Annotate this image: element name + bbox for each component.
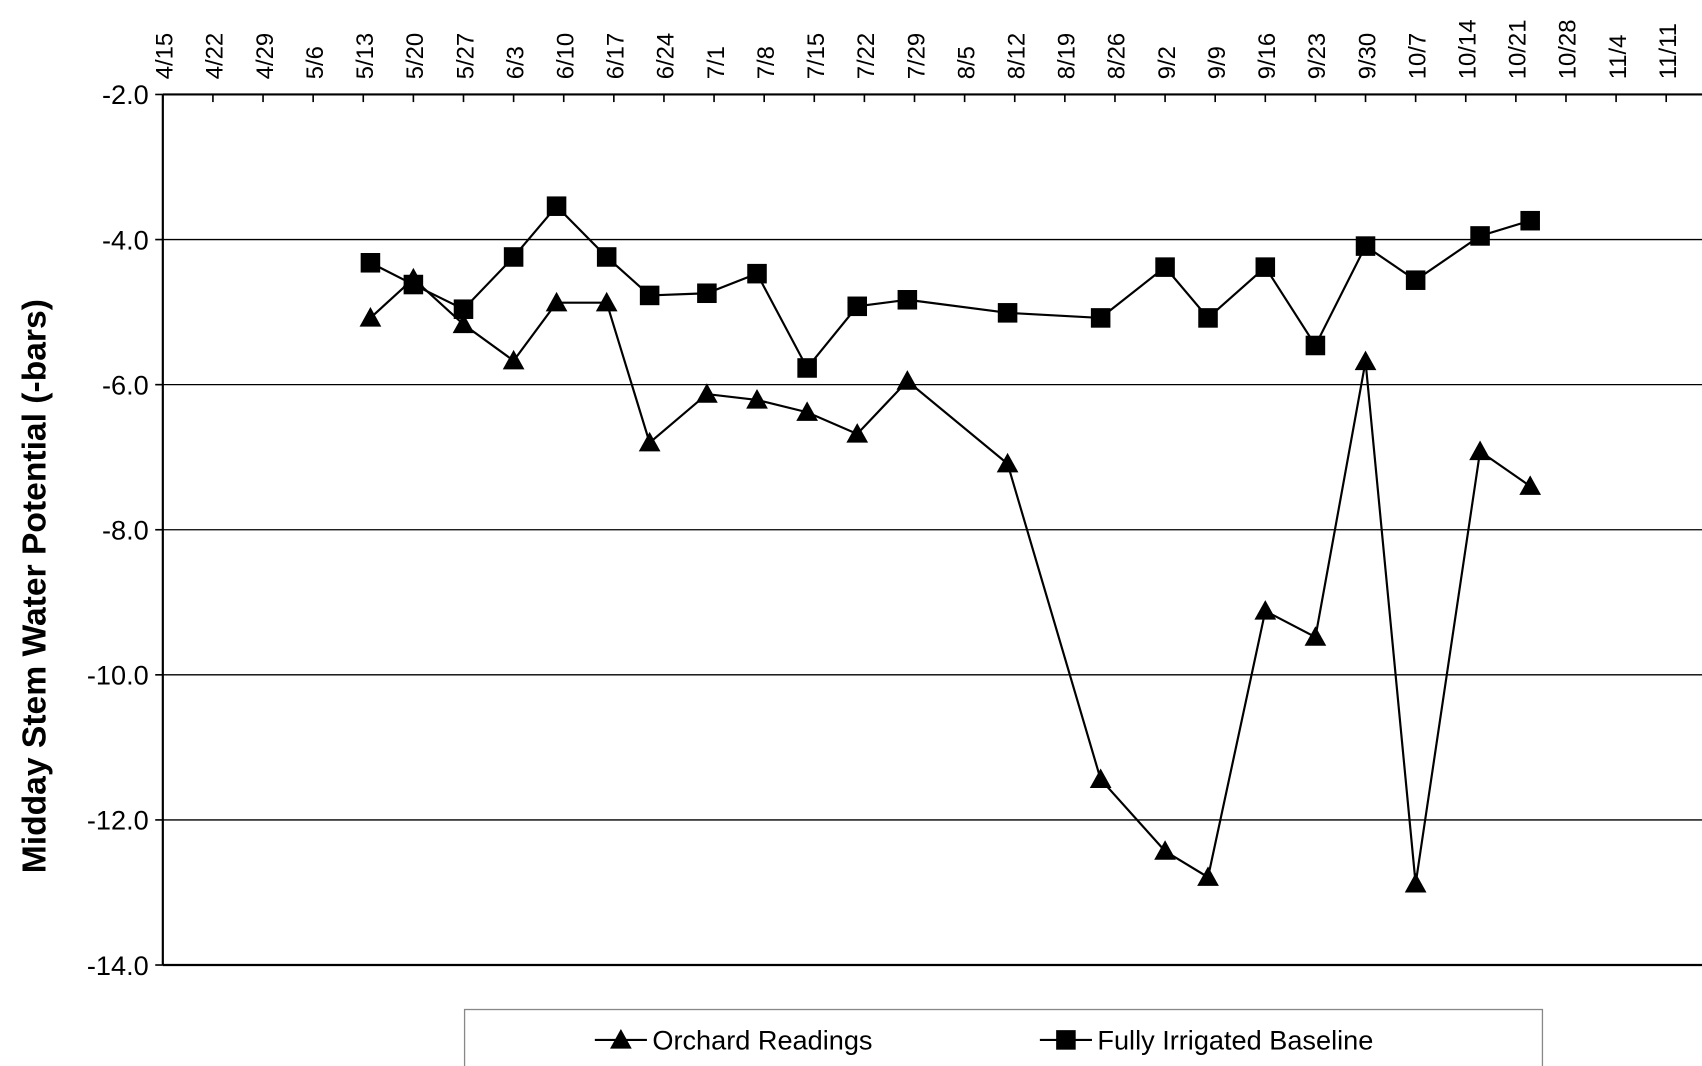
x-tick-label: 6/10 [552,33,579,79]
x-tick-label: 10/7 [1404,33,1431,79]
x-tick-label: 9/2 [1154,46,1181,79]
legend-label: Fully Irrigated Baseline [1097,1025,1373,1056]
y-tick-label: -14.0 [87,950,149,981]
x-tick-label: 5/13 [352,33,379,79]
data-point [1354,350,1377,371]
data-point [403,274,424,295]
data-point [1154,840,1176,860]
x-tick-label: 11/11 [1655,23,1682,79]
data-point [1089,768,1112,788]
data-point [1470,226,1490,246]
data-point [453,299,474,319]
series-line [369,204,1531,370]
x-tick-label: 8/19 [1054,33,1081,79]
data-point [996,452,1019,473]
x-tick-label: 10/28 [1555,20,1582,80]
data-point [360,253,381,273]
data-point [502,349,525,370]
x-tick-label: 9/30 [1354,33,1381,79]
x-tick-label: 5/27 [452,33,479,79]
series-line [369,277,1531,884]
data-point [1198,308,1218,328]
y-tick-label: -6.0 [102,369,149,400]
x-tick-label: 8/5 [953,46,980,79]
data-point [1155,257,1175,277]
data-point [1255,257,1276,277]
x-tick-label: 6/3 [502,46,529,79]
y-tick-label: -12.0 [87,805,149,836]
data-point [1254,600,1277,620]
x-tick-label: 9/16 [1254,33,1281,79]
x-tick-label: 10/21 [1505,20,1532,80]
y-tick-label: -10.0 [87,660,149,691]
y-tick-label: -4.0 [102,224,149,255]
data-point [1404,872,1427,893]
legend-label: Orchard Readings [652,1025,872,1056]
data-point [503,247,524,267]
data-point [797,358,817,378]
data-point [746,389,768,409]
data-point [1519,475,1542,495]
x-tick-label: 5/20 [402,33,429,79]
data-point [1520,210,1540,231]
x-tick-label: 7/22 [853,33,880,79]
data-point [545,291,568,312]
x-tick-label: 8/12 [1004,33,1031,79]
data-point [997,303,1018,323]
data-point [596,247,617,267]
x-tick-label: 7/15 [803,33,830,79]
x-tick-label: 4/29 [252,33,279,79]
x-tick-label: 8/26 [1104,33,1131,79]
data-point [1304,626,1327,646]
data-point [595,291,618,312]
data-point [1197,866,1219,886]
x-tick-label: 9/23 [1304,33,1331,79]
x-tick-label: 6/24 [653,33,680,79]
data-point [1305,335,1326,356]
legend-box [463,1008,1544,1066]
y-axis-label: Midday Stem Water Potential (-bars) [17,299,54,873]
data-point [638,431,661,452]
data-point [546,196,567,216]
x-tick-label: 11/4 [1605,35,1632,80]
data-point [796,401,818,421]
data-point [847,296,868,317]
x-tick-label: 4/15 [152,33,179,79]
data-point [896,370,919,390]
x-tick-label: 5/6 [302,46,329,79]
x-tick-label: 7/8 [753,46,780,79]
data-point [452,313,475,334]
y-tick-label: -8.0 [102,515,149,546]
x-tick-label: 6/17 [603,33,630,79]
data-point [1405,270,1426,290]
data-point [697,283,717,304]
data-point [1090,308,1111,328]
x-tick-label: 7/1 [703,46,730,79]
x-tick-label: 9/9 [1204,46,1231,79]
data-point [359,307,382,327]
x-tick-label: 10/14 [1455,20,1482,80]
x-tick-label: 4/22 [202,33,229,79]
y-tick-label: -2.0 [102,79,149,110]
data-point [846,423,869,443]
x-tick-label: 7/29 [903,33,930,79]
data-point [747,263,767,284]
data-point [1355,236,1376,256]
data-point [1469,440,1491,461]
data-point [696,383,718,403]
legend-marker [1056,1030,1076,1050]
data-point [897,290,918,310]
legend-marker [610,1029,632,1049]
data-point [639,285,660,306]
